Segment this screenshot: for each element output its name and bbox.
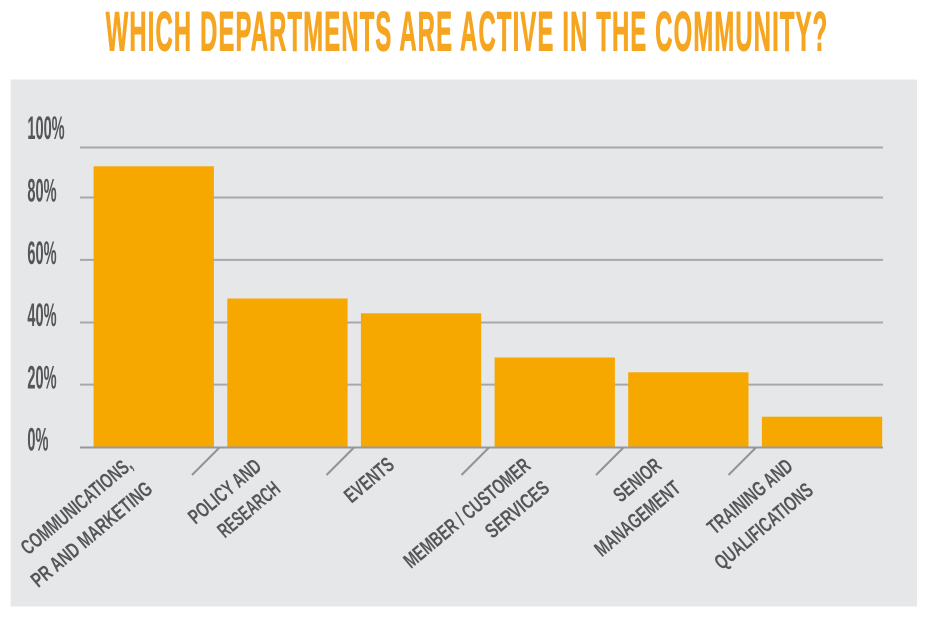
svg-text:0%: 0% [27, 424, 48, 459]
svg-text:40%: 40% [27, 299, 56, 334]
svg-text:60%: 60% [27, 237, 56, 272]
svg-text:20%: 20% [27, 361, 56, 396]
svg-text:100%: 100% [27, 112, 64, 147]
svg-text:80%: 80% [27, 174, 56, 209]
svg-text:WHICH DEPARTMENTS ARE ACTIVE I: WHICH DEPARTMENTS ARE ACTIVE IN THE COMM… [106, 1, 829, 63]
